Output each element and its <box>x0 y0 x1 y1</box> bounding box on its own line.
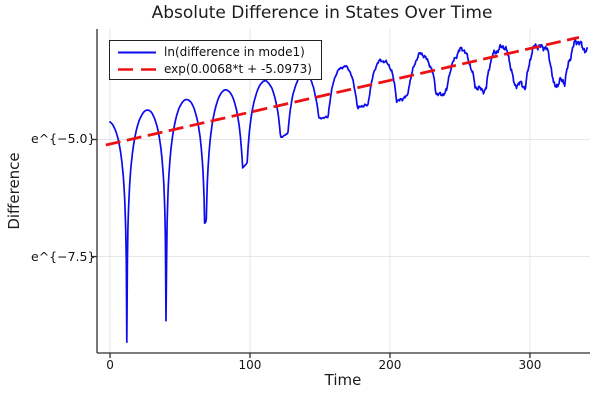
solid-line-icon <box>118 51 156 53</box>
x-tick-label: 200 <box>378 358 402 372</box>
legend-label-series1: ln(difference in mode1) <box>164 44 305 59</box>
chart-title: Absolute Difference in States Over Time <box>151 3 493 23</box>
y-tick-label: e^{−5.0} <box>31 131 96 147</box>
x-tick-label: 300 <box>518 358 542 372</box>
x-tick-label: 0 <box>106 358 114 372</box>
legend: ln(difference in mode1) exp(0.0068*t + -… <box>109 40 322 80</box>
legend-item-series2: exp(0.0068*t + -5.0973) <box>116 60 312 77</box>
x-tick-label: 100 <box>238 358 262 372</box>
y-axis-label: Difference <box>5 152 23 230</box>
x-axis-label: Time <box>324 371 362 389</box>
legend-label-series2: exp(0.0068*t + -5.0973) <box>164 61 312 76</box>
dashed-line-icon <box>118 67 156 71</box>
y-tick-label: e^{−7.5} <box>31 248 96 264</box>
legend-item-series1: ln(difference in mode1) <box>116 43 312 60</box>
